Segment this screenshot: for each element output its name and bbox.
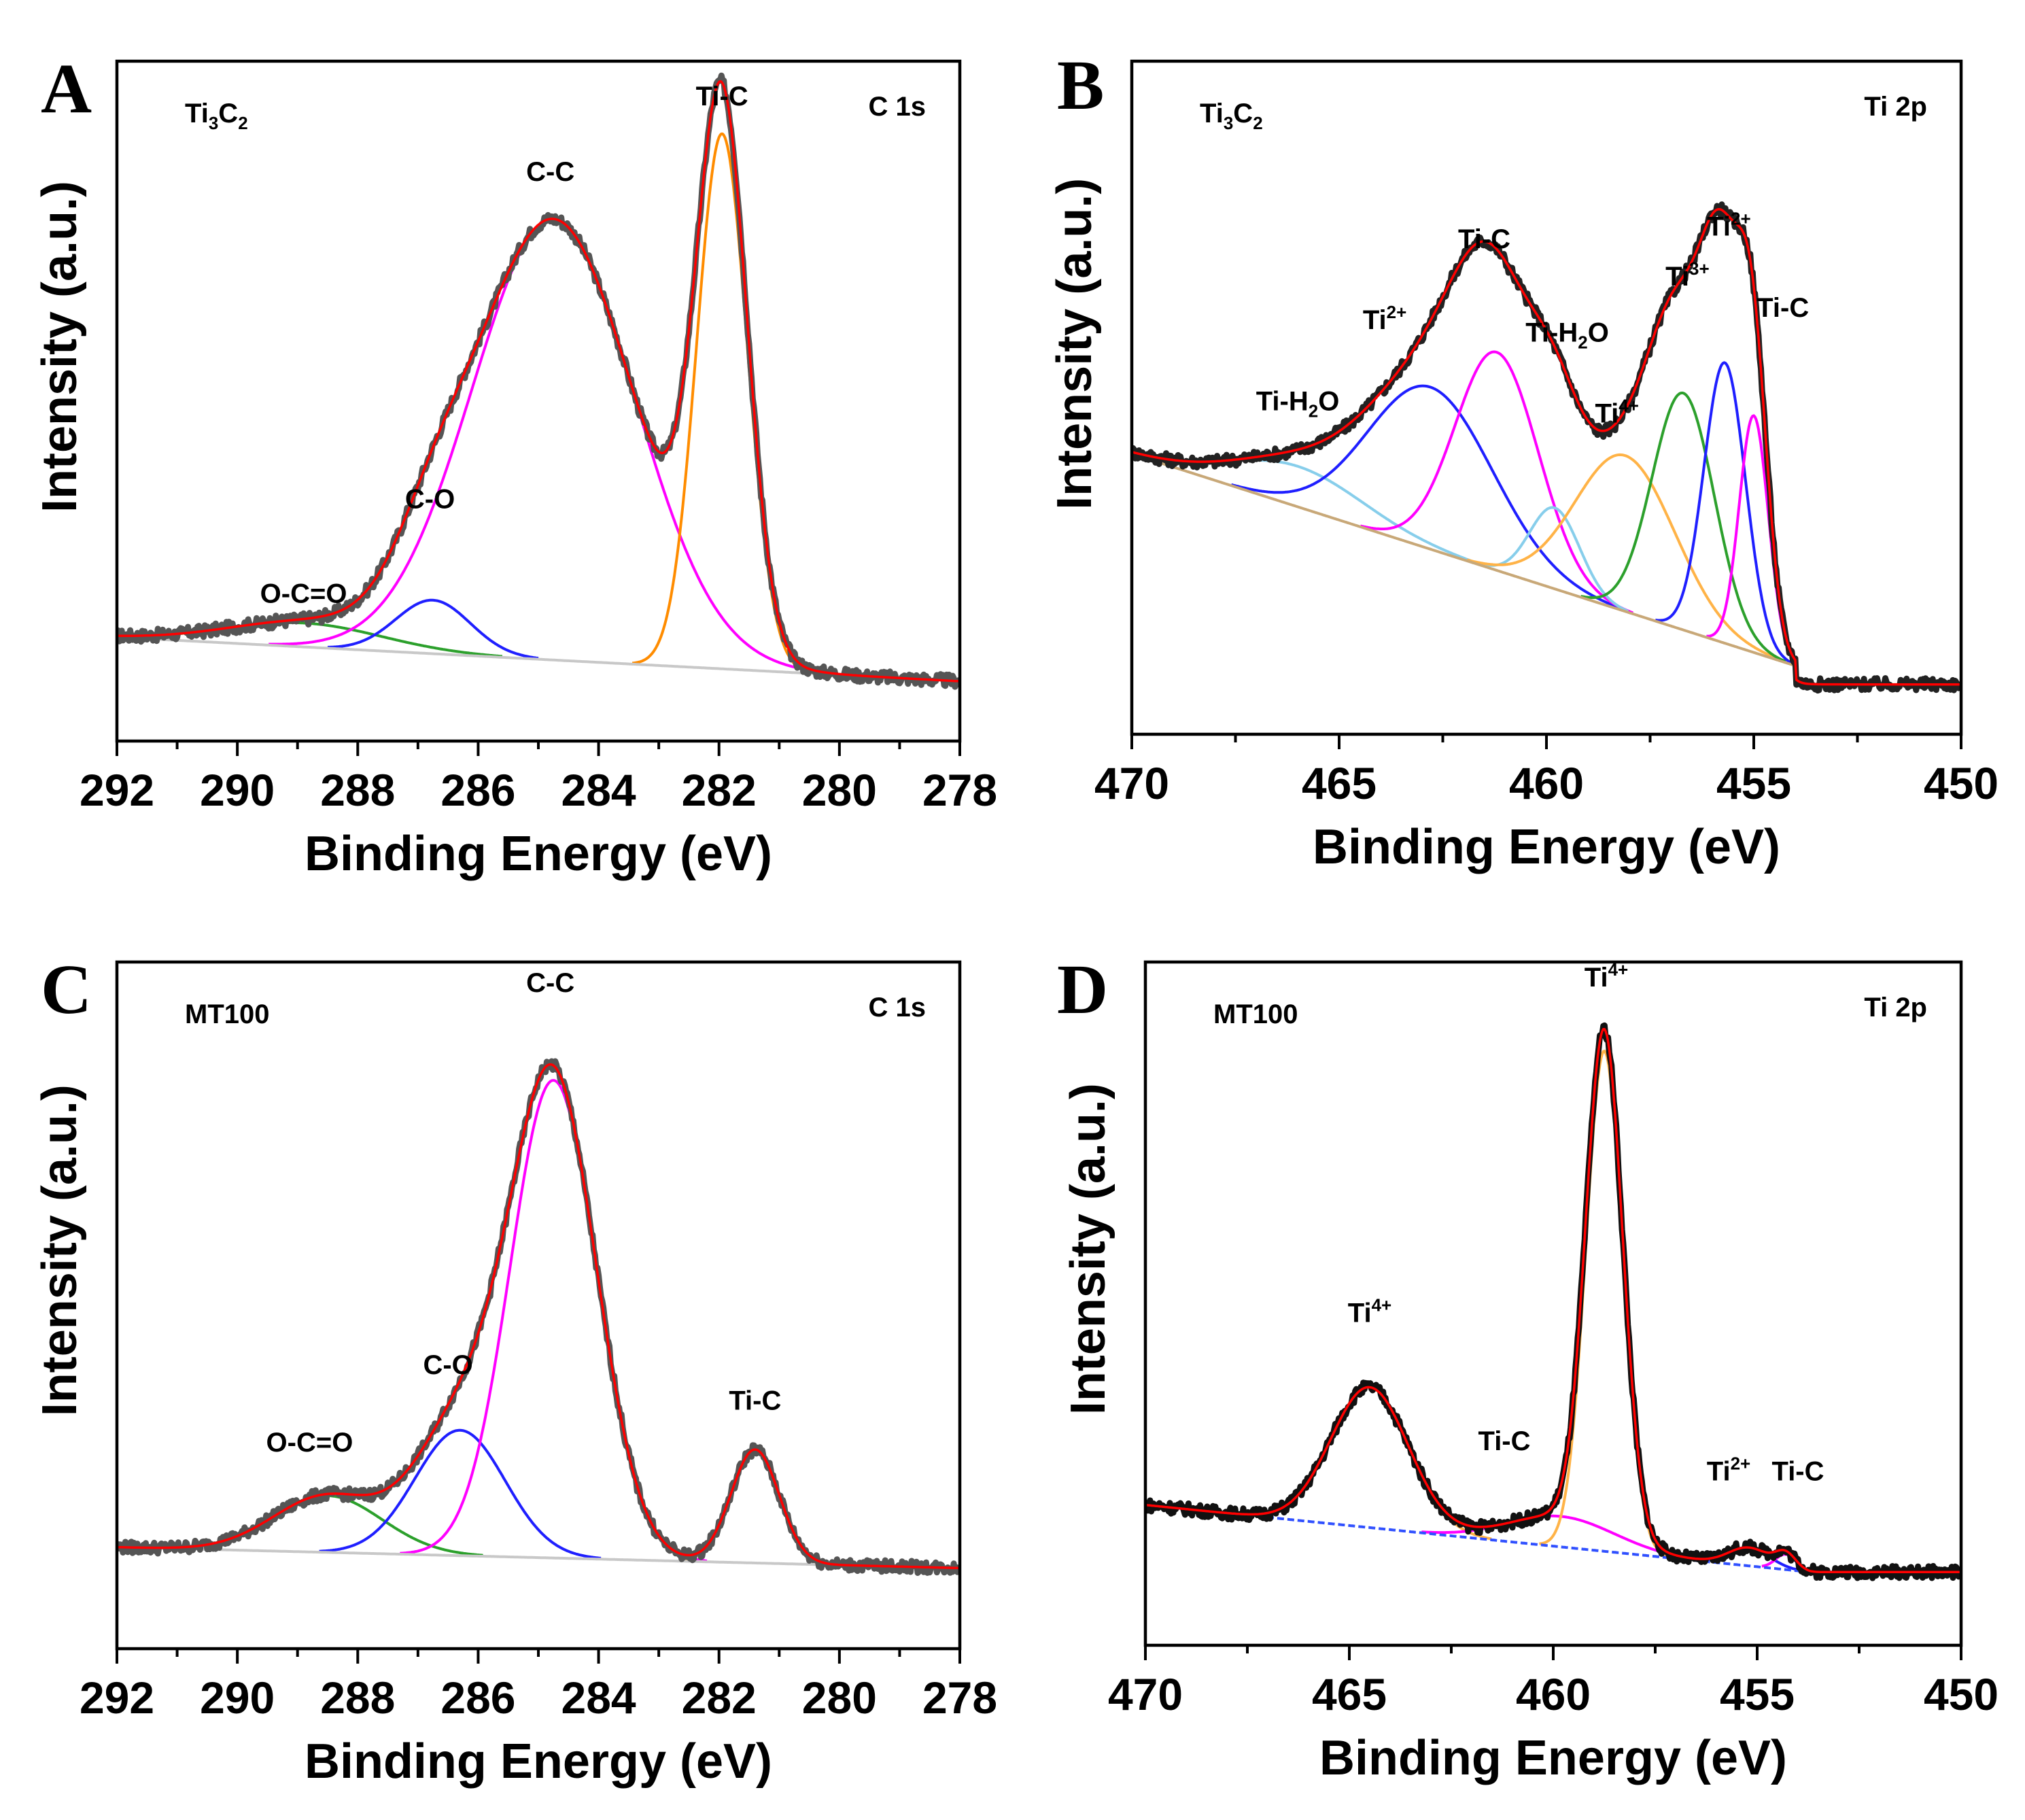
x-tick-label: 465 — [1312, 1669, 1387, 1719]
plot-area — [1132, 201, 1961, 694]
peak-label: Ti-C — [1756, 293, 1809, 323]
panel-C: C 292 290 288 286 284 282 280 278 Binding Energy … — [33, 950, 997, 1789]
y-axis-title: Intensity (a.u.) — [1048, 178, 1102, 510]
x-tick-label: 292 — [80, 765, 154, 815]
peak-label: C-C — [526, 157, 574, 187]
x-tick-label: 286 — [440, 765, 515, 815]
component-c-o-curve — [327, 598, 539, 660]
peak-label: Ti4+ — [1595, 396, 1638, 429]
x-tick-label: 460 — [1516, 1669, 1591, 1719]
peak-label: Ti-H2O — [1525, 318, 1609, 353]
raw-spectrum-line — [117, 72, 960, 690]
peak-label: Ti-C — [1458, 224, 1510, 254]
x-tick-label: 460 — [1509, 758, 1584, 808]
x-tick-label: 284 — [561, 765, 636, 815]
x-tick-label: 455 — [1716, 758, 1791, 808]
x-axis-title: Binding Energy (eV) — [305, 827, 772, 881]
panel-letter: B — [1057, 46, 1104, 124]
panel-A: A 292 290 288 286 284 282 280 278 Binding Energy … — [33, 50, 997, 881]
x-tick-label: 290 — [200, 1672, 275, 1723]
peak-label: O-C=O — [260, 579, 347, 608]
peak-label: Ti-C — [729, 1386, 781, 1416]
component-ti2--curve — [1230, 384, 1630, 613]
peak-label: C-C — [526, 968, 574, 998]
component-ti-c-curve — [1360, 350, 1633, 615]
fit-envelope-line — [1132, 208, 1961, 686]
peak-label: Ti2+ — [1707, 209, 1750, 242]
x-tick-label: 280 — [802, 1672, 877, 1723]
raw-spectrum-line — [1145, 1022, 1961, 1581]
x-tick-label: 280 — [802, 765, 877, 815]
fit-envelope-line — [117, 80, 960, 683]
plot-area — [117, 1058, 960, 1576]
x-tick-label: 284 — [561, 1672, 636, 1723]
peak-label: Ti4+ — [1585, 959, 1628, 993]
fit-envelope-line — [117, 1063, 960, 1570]
plot-area — [117, 72, 960, 690]
x-axis-title: Binding Energy (eV) — [305, 1734, 772, 1789]
region-label: C 1s — [869, 92, 927, 122]
x-tick-label: 450 — [1924, 1669, 1998, 1719]
baseline-curve — [1132, 452, 1961, 686]
x-tick-label: 282 — [682, 765, 757, 815]
axes-frame — [115, 960, 962, 1651]
peak-label: Ti4+ — [1348, 1294, 1391, 1328]
y-axis-title: Intensity (a.u.) — [1061, 1083, 1115, 1415]
x-tick-label: 290 — [200, 765, 275, 815]
sample-label: Ti3C2 — [1200, 99, 1263, 133]
x-tick-label: 288 — [320, 765, 395, 815]
sample-label: MT100 — [185, 999, 270, 1029]
region-label: Ti 2p — [1864, 993, 1927, 1023]
component-ti2--curve — [1655, 361, 1795, 666]
component-ti-c-curve — [631, 132, 812, 674]
x-tick-label: 286 — [440, 1672, 515, 1723]
x-tick-label: 470 — [1094, 758, 1169, 808]
x-tick-label: 465 — [1302, 758, 1377, 808]
region-label: Ti 2p — [1864, 92, 1927, 122]
component-c-o-curve — [319, 1428, 602, 1560]
panel-letter: D — [1057, 950, 1108, 1029]
component-c-c-curve — [400, 1079, 708, 1562]
component-ti4--curve — [1466, 453, 1784, 662]
raw-spectrum-line — [117, 1058, 960, 1576]
panel-D: D 470 465 460 455 450 Binding Energy (eV) Inten… — [1057, 950, 1998, 1785]
x-tick-label: 292 — [80, 1672, 154, 1723]
x-axis-title: Binding Energy (eV) — [1319, 1731, 1787, 1785]
component-ti3--curve — [1580, 392, 1786, 664]
x-tick-label: 278 — [922, 765, 997, 815]
peak-label: Ti2+ — [1363, 302, 1406, 335]
peak-label: Ti3+ — [1665, 258, 1709, 292]
x-tick-label: 450 — [1924, 758, 1998, 808]
fit-envelope-line — [1145, 1028, 1961, 1574]
panel-B: B 470 465 460 455 450 Binding Energy (eV) Inten… — [1048, 46, 1998, 874]
x-tick-label: 288 — [320, 1672, 395, 1723]
peak-label: C-O — [405, 484, 455, 514]
y-axis-title: Intensity (a.u.) — [33, 181, 87, 513]
plot-area — [1145, 1022, 1961, 1581]
x-tick-label: 455 — [1720, 1669, 1795, 1719]
sample-label: Ti3C2 — [185, 99, 248, 133]
x-tick-label: 278 — [922, 1672, 997, 1723]
x-axis-title: Binding Energy (eV) — [1313, 820, 1780, 874]
peak-label: O-C=O — [266, 1428, 353, 1458]
raw-spectrum-line — [1132, 201, 1961, 694]
axes-frame — [1143, 960, 1963, 1647]
x-tick-label: 470 — [1108, 1669, 1183, 1719]
peak-label: Ti-H2O — [1256, 386, 1340, 421]
region-label: C 1s — [869, 993, 927, 1023]
component-ti-h2o-curve — [1481, 506, 1629, 613]
component-ti4--curve — [1539, 1049, 1669, 1558]
peak-label: Ti2+ — [1707, 1454, 1750, 1487]
y-axis-title: Intensity (a.u.) — [33, 1084, 87, 1416]
sample-label: MT100 — [1213, 999, 1298, 1029]
peak-label: Ti-C — [696, 82, 748, 111]
x-tick-label: 282 — [682, 1672, 757, 1723]
peak-label: Ti-C — [1771, 1457, 1824, 1487]
peak-label: Ti-C — [1478, 1426, 1530, 1456]
panel-letter: C — [41, 950, 92, 1029]
panel-letter: A — [41, 50, 92, 128]
peak-label: C-O — [423, 1350, 472, 1380]
